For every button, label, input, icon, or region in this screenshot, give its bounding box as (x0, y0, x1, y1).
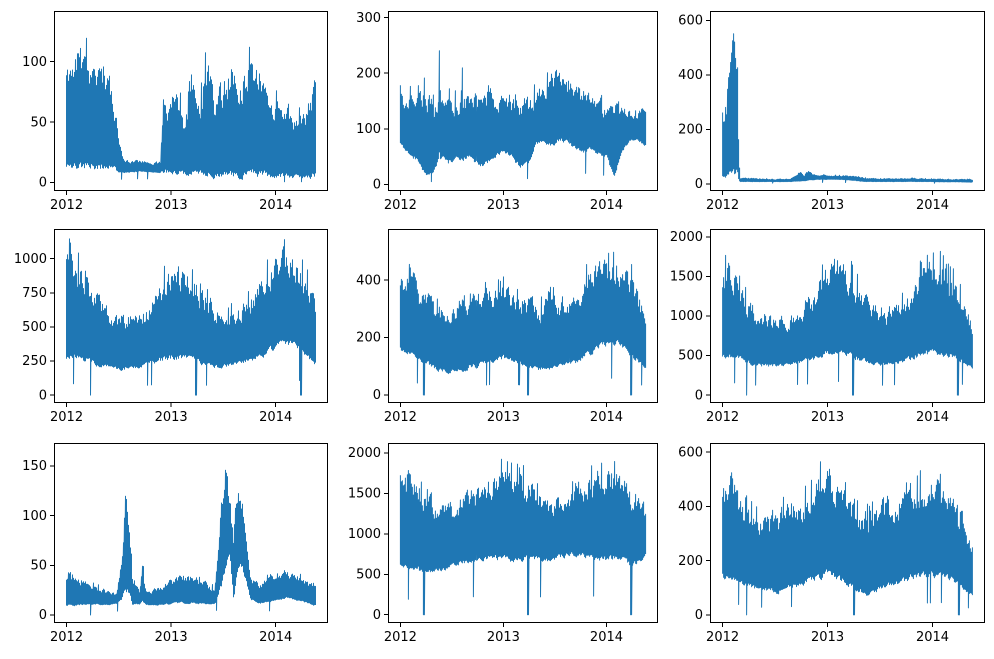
subplot-3-y-tick-label: 600 (678, 13, 703, 28)
subplot-8-x-tick-label: 2014 (590, 630, 623, 645)
subplot-5-y-tick-label: 0 (373, 388, 381, 403)
subplot-8-x-tick-label: 2013 (487, 630, 520, 645)
subplot-6-y-tick-label: 0 (695, 388, 703, 403)
subplot-2-series-line (399, 50, 647, 183)
subplot-3-axes-frame (710, 11, 985, 191)
subplot-6-series-line (722, 250, 973, 396)
subplot-1-x-tick-label: 2013 (155, 198, 188, 213)
subplot-3-x-tick-label: 2013 (811, 198, 844, 213)
subplot-6-y-tick-label: 1000 (670, 309, 703, 324)
subplot-7-series-line (66, 469, 316, 616)
subplot-6-x-tick-label: 2014 (916, 410, 949, 425)
subplot-8-y-tick-label: 2000 (348, 446, 381, 461)
subplot-1-x-tick-label: 2014 (259, 198, 292, 213)
subplot-2-y-tick-label: 100 (356, 122, 381, 137)
subplot-4-y-tick-label: 750 (22, 286, 47, 301)
subplot-8-y-tick-label: 500 (356, 567, 381, 582)
subplot-5-x-tick-label: 2013 (487, 410, 520, 425)
subplot-5-x-tick-label: 2014 (590, 410, 623, 425)
subplot-3-x-tick-label: 2014 (916, 198, 949, 213)
subplot-8-y-tick-label: 0 (373, 608, 381, 623)
subplot-1-y-tick-label: 100 (22, 55, 47, 70)
subplot-9-x-tick-label: 2013 (811, 630, 844, 645)
subplot-3-y-tick-label: 400 (678, 68, 703, 83)
subplot-6-x-tick-label: 2013 (811, 410, 844, 425)
subplot-7-axes-frame (54, 443, 328, 623)
subplot-3-y-tick-label: 0 (695, 177, 703, 192)
subplot-5-series-line (399, 251, 647, 396)
subplot-4-y-tick-label: 250 (22, 354, 47, 369)
subplot-2-y-tick-label: 200 (356, 66, 381, 81)
subplot-8-x-tick-label: 2012 (384, 630, 417, 645)
subplot-9-y-tick-label: 0 (695, 608, 703, 623)
subplot-5-y-tick-label: 200 (356, 331, 381, 346)
subplot-4-y-tick-label: 1000 (14, 252, 47, 267)
subplot-4-axes-frame (54, 229, 328, 403)
subplot-2-axes-frame (388, 11, 658, 191)
subplot-9-x-tick-label: 2012 (706, 630, 739, 645)
subplot-2-y-tick-label: 0 (373, 177, 381, 192)
subplot-3-y-tick-label: 200 (678, 123, 703, 138)
subplot-4-x-tick-label: 2012 (50, 410, 83, 425)
subplot-7-y-tick-label: 150 (22, 459, 47, 474)
subplot-7-x-tick-label: 2014 (259, 630, 292, 645)
subplot-5-axes-frame (388, 229, 658, 403)
subplot-7-y-tick-label: 100 (22, 509, 47, 524)
subplot-7-y-tick-label: 0 (39, 608, 47, 623)
subplot-6-x-tick-label: 2012 (706, 410, 739, 425)
subplot-9-y-tick-label: 400 (678, 500, 703, 515)
subplot-4-x-tick-label: 2014 (259, 410, 292, 425)
subplot-1-y-tick-label: 50 (30, 115, 47, 130)
subplot-9-y-tick-label: 200 (678, 554, 703, 569)
subplot-9-axes-frame (710, 443, 985, 623)
subplot-8-y-tick-label: 1000 (348, 527, 381, 542)
subplot-2-x-tick-label: 2013 (487, 198, 520, 213)
subplot-1-series-line (66, 37, 316, 183)
subplot-1-x-tick-label: 2012 (50, 198, 83, 213)
subplot-9-series-line (722, 461, 973, 616)
subplot-2-y-tick-label: 300 (356, 11, 381, 26)
subplot-8-series-line (399, 458, 647, 616)
subplot-9-x-tick-label: 2014 (916, 630, 949, 645)
subplot-5-x-tick-label: 2012 (384, 410, 417, 425)
subplot-6-y-tick-label: 500 (678, 349, 703, 364)
subplot-8-axes-frame (388, 443, 658, 623)
subplot-4-series-line (66, 238, 316, 396)
subplot-2-x-tick-label: 2012 (384, 198, 417, 213)
subplot-4-y-tick-label: 0 (39, 388, 47, 403)
subplot-3-series-line (722, 33, 973, 184)
subplot-1-axes-frame (54, 11, 328, 191)
subplot-9-y-tick-label: 600 (678, 445, 703, 460)
subplot-3-x-tick-label: 2012 (706, 198, 739, 213)
subplot-7-x-tick-label: 2012 (50, 630, 83, 645)
subplot-1-y-tick-label: 0 (39, 176, 47, 191)
subplot-2-x-tick-label: 2014 (590, 198, 623, 213)
subplot-7-x-tick-label: 2013 (155, 630, 188, 645)
subplot-7-y-tick-label: 50 (30, 558, 47, 573)
subplot-6-axes-frame (710, 229, 985, 403)
subplot-4-y-tick-label: 500 (22, 320, 47, 335)
subplot-8-y-tick-label: 1500 (348, 487, 381, 502)
subplot-6-y-tick-label: 2000 (670, 230, 703, 245)
subplot-6-y-tick-label: 1500 (670, 270, 703, 285)
subplot-4-x-tick-label: 2013 (155, 410, 188, 425)
subplot-5-y-tick-label: 400 (356, 273, 381, 288)
